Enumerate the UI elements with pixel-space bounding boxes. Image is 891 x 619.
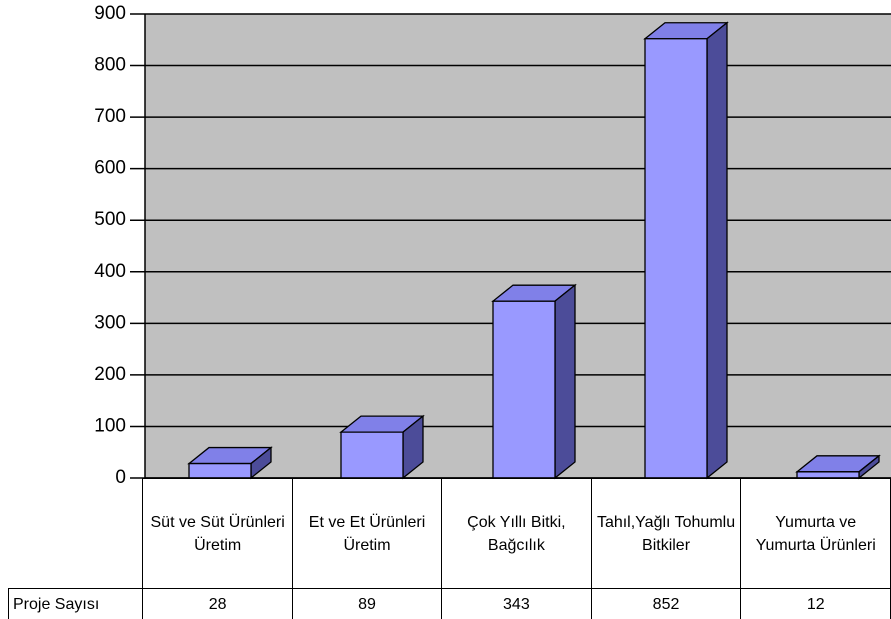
data-table: Süt ve Süt Ürünleri Üretim Et ve Et Ürünl…: [7, 478, 891, 619]
bar-front: [340, 431, 404, 479]
bar-side: [554, 283, 576, 480]
y-tick-label: 200: [94, 364, 126, 385]
bar: [187, 446, 273, 480]
x-tick-label: Yumurta ve Yumurta Ürünleri: [740, 478, 891, 589]
bar: [491, 283, 577, 480]
y-tick-label: 500: [94, 209, 126, 230]
y-tick-label: 800: [94, 55, 126, 76]
x-tick-label: Süt ve Süt Ürünleri Üretim: [142, 478, 293, 589]
series-name: Proje Sayısı: [7, 588, 144, 619]
bar-front: [188, 462, 252, 479]
data-table-value: 28: [142, 588, 293, 619]
bar-front: [644, 38, 708, 479]
y-tick-label: 600: [94, 158, 126, 179]
y-tick-label: 300: [94, 312, 126, 333]
y-tick-label: 700: [94, 106, 126, 127]
bar-front: [492, 300, 556, 479]
y-tick-label: 0: [115, 467, 126, 488]
data-table-value: 343: [441, 588, 592, 619]
data-table-value: 89: [291, 588, 443, 619]
data-table-value: 12: [740, 588, 891, 619]
x-tick-label: Tahıl,Yağlı Tohumlu Bitkiler: [590, 478, 742, 589]
x-tick-label: Çok Yıllı Bitki, Bağcılık: [441, 478, 592, 589]
bar-side: [706, 21, 728, 480]
data-table-value: 852: [590, 588, 742, 619]
y-tick-label: 900: [94, 3, 126, 24]
y-tick-label: 400: [94, 261, 126, 282]
x-tick-label: Et ve Et Ürünleri Üretim: [291, 478, 443, 589]
y-tick-label: 100: [94, 415, 126, 436]
bar: [643, 21, 729, 480]
bar: [795, 454, 881, 480]
bar: [339, 414, 425, 480]
